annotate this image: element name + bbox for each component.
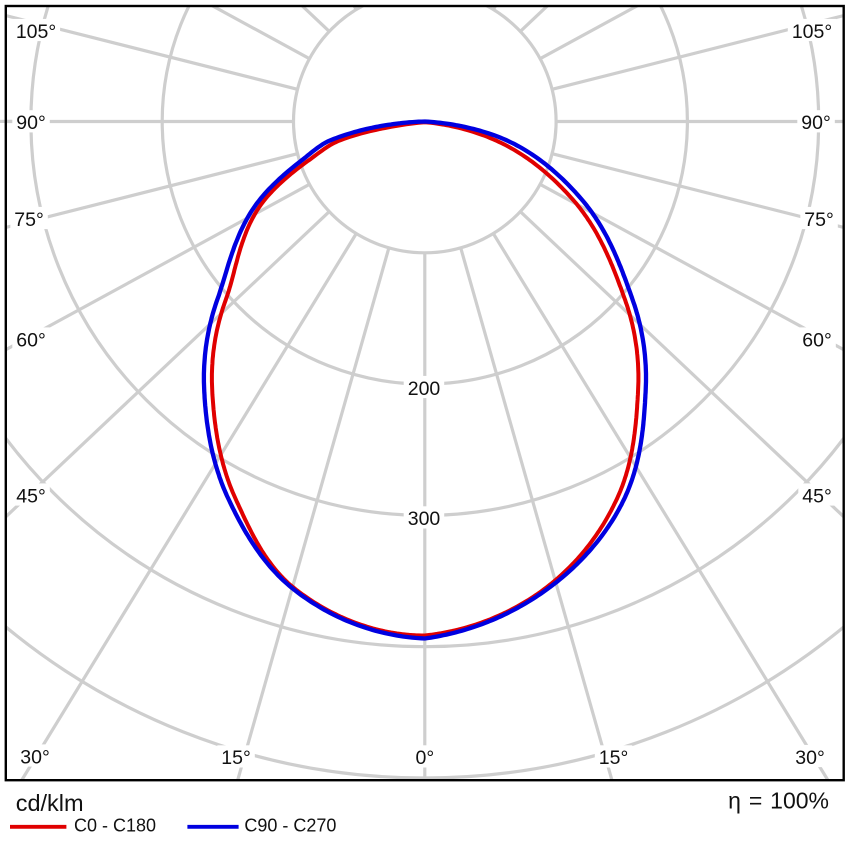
- svg-text:15°: 15°: [221, 747, 251, 769]
- svg-text:60°: 60°: [16, 329, 46, 351]
- svg-text:45°: 45°: [16, 485, 46, 507]
- svg-text:300: 300: [408, 508, 441, 530]
- svg-text:cd/klm: cd/klm: [16, 790, 84, 816]
- svg-text:η = 100%: η = 100%: [728, 787, 829, 813]
- svg-text:90°: 90°: [16, 112, 46, 134]
- svg-text:15°: 15°: [599, 747, 629, 769]
- svg-text:45°: 45°: [802, 485, 832, 507]
- svg-text:C0 - C180: C0 - C180: [74, 815, 156, 835]
- svg-text:105°: 105°: [16, 21, 56, 43]
- svg-text:30°: 30°: [795, 747, 825, 769]
- svg-text:0°: 0°: [415, 747, 434, 769]
- svg-text:60°: 60°: [802, 329, 832, 351]
- svg-text:C90 - C270: C90 - C270: [244, 815, 336, 835]
- svg-text:75°: 75°: [804, 209, 834, 231]
- svg-text:90°: 90°: [801, 112, 831, 134]
- svg-text:75°: 75°: [14, 209, 44, 231]
- svg-text:105°: 105°: [792, 21, 832, 43]
- svg-text:30°: 30°: [20, 746, 50, 768]
- svg-text:200: 200: [408, 378, 441, 400]
